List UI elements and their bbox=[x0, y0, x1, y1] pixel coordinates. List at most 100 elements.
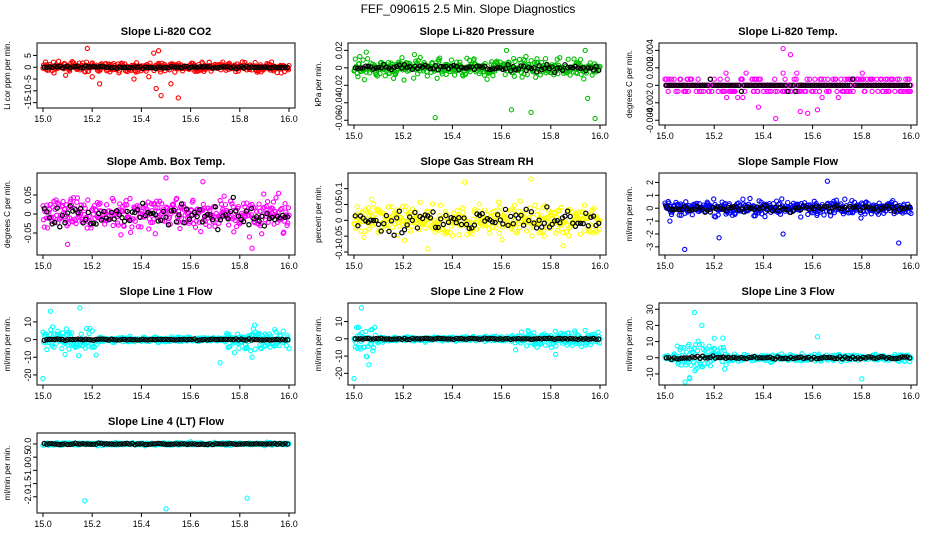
mean-point bbox=[495, 211, 501, 218]
data-point bbox=[759, 211, 765, 217]
mean-point bbox=[41, 337, 48, 343]
mean-point bbox=[373, 65, 379, 71]
data-point bbox=[222, 201, 229, 208]
mean-point bbox=[676, 82, 682, 89]
mean-point bbox=[212, 336, 218, 343]
x-tick-label: 15.0 bbox=[34, 261, 52, 271]
mean-point bbox=[401, 335, 408, 342]
data-point bbox=[353, 324, 360, 331]
outlier-point bbox=[131, 76, 137, 82]
outlier-point bbox=[89, 74, 95, 80]
mean-point bbox=[567, 64, 573, 70]
mean-point bbox=[777, 355, 783, 361]
x-tick-label: 15.4 bbox=[133, 519, 151, 529]
mean-point bbox=[70, 64, 76, 70]
data-point bbox=[44, 346, 50, 353]
data-point bbox=[682, 210, 688, 216]
data-point bbox=[780, 70, 786, 76]
data-point bbox=[427, 208, 433, 215]
mean-point bbox=[414, 225, 421, 231]
data-point bbox=[711, 345, 717, 351]
mean-point bbox=[370, 336, 377, 342]
mean-point bbox=[145, 209, 151, 216]
mean-point bbox=[383, 336, 390, 342]
mean-point bbox=[178, 201, 185, 207]
mean-point bbox=[181, 63, 187, 70]
data-point bbox=[482, 60, 488, 67]
y-tick-label: 5 bbox=[23, 53, 33, 58]
data-point bbox=[429, 201, 436, 207]
mean-point bbox=[93, 336, 99, 343]
mean-point bbox=[476, 63, 483, 70]
data-point bbox=[93, 207, 99, 213]
mean-point bbox=[176, 64, 182, 70]
plot-frame bbox=[658, 172, 918, 256]
mean-point bbox=[585, 223, 592, 229]
mean-point bbox=[106, 337, 112, 343]
data-point bbox=[683, 199, 689, 205]
mean-point bbox=[227, 65, 234, 71]
data-point bbox=[860, 76, 867, 82]
mean-point bbox=[793, 205, 799, 211]
data-point bbox=[227, 343, 233, 350]
mean-point bbox=[394, 336, 400, 342]
mean-point bbox=[705, 82, 711, 89]
mean-point bbox=[142, 212, 148, 219]
x-tick-label: 15.2 bbox=[705, 261, 723, 271]
mean-point bbox=[873, 204, 879, 211]
mean-point bbox=[220, 336, 226, 343]
mean-point bbox=[500, 66, 506, 73]
data-point bbox=[68, 330, 75, 336]
mean-point bbox=[860, 204, 866, 211]
mean-point bbox=[531, 336, 537, 342]
mean-point bbox=[497, 217, 503, 223]
figure-title: FEF_090615 2.5 Min. Slope Diagnostics bbox=[361, 2, 576, 16]
mean-point bbox=[145, 337, 151, 343]
mean-point bbox=[767, 354, 773, 360]
mean-point bbox=[723, 355, 729, 361]
mean-point bbox=[564, 336, 571, 342]
mean-point bbox=[596, 67, 602, 74]
data-point bbox=[772, 76, 778, 82]
mean-point bbox=[44, 336, 50, 343]
data-point bbox=[364, 56, 371, 62]
mean-point bbox=[77, 441, 84, 447]
mean-point bbox=[282, 64, 288, 70]
data-point bbox=[450, 232, 456, 239]
data-point bbox=[370, 348, 376, 354]
data-point bbox=[542, 56, 549, 62]
mean-point bbox=[54, 441, 60, 447]
data-point bbox=[689, 212, 695, 218]
mean-point bbox=[492, 219, 498, 226]
data-point bbox=[372, 324, 378, 331]
mean-point bbox=[85, 209, 92, 216]
mean-point bbox=[396, 62, 402, 68]
chart-title: Slope Li-820 Pressure bbox=[420, 26, 535, 38]
x-tick-label: 15.2 bbox=[705, 391, 723, 401]
mean-point bbox=[523, 206, 529, 212]
mean-point bbox=[515, 335, 522, 342]
x-tick-label: 15.0 bbox=[34, 391, 52, 401]
mean-point bbox=[82, 216, 89, 223]
mean-point bbox=[577, 335, 584, 342]
mean-point bbox=[873, 82, 879, 89]
mean-point bbox=[124, 208, 130, 215]
mean-point bbox=[552, 336, 558, 342]
mean-point bbox=[692, 354, 698, 361]
data-point bbox=[497, 204, 503, 210]
mean-point bbox=[769, 207, 776, 214]
mean-point bbox=[868, 354, 874, 360]
outlier-point bbox=[528, 176, 534, 182]
y-tick-label: 10 bbox=[334, 317, 344, 327]
data-point bbox=[251, 322, 258, 328]
mean-point bbox=[715, 354, 721, 361]
mean-point bbox=[119, 336, 125, 343]
y-tick-label: -0.5 bbox=[23, 449, 33, 465]
mean-point bbox=[52, 441, 58, 447]
mean-point bbox=[147, 336, 154, 343]
data-point bbox=[399, 55, 405, 61]
mean-point bbox=[80, 441, 86, 447]
mean-point bbox=[103, 64, 110, 71]
mean-point bbox=[531, 64, 537, 71]
